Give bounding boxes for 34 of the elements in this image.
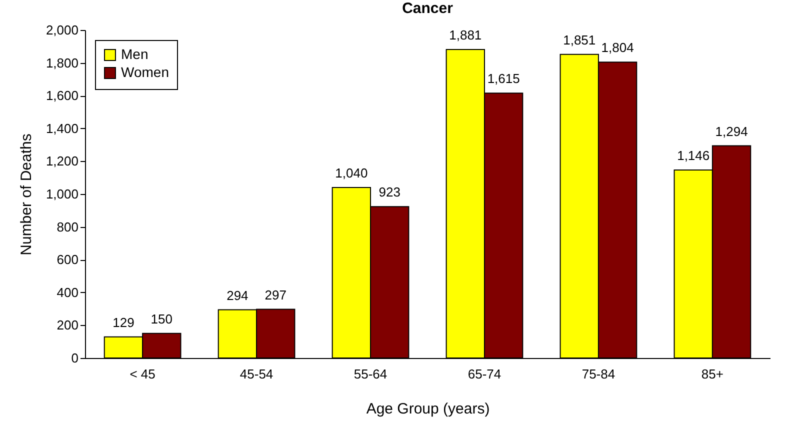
legend-label: Men <box>121 46 148 62</box>
data-label: 1,040 <box>335 165 368 180</box>
data-label: 129 <box>112 314 134 330</box>
y-tick-label: 1,400 <box>46 120 78 136</box>
x-tick-label: 65-74 <box>468 366 502 382</box>
data-label: 1,804 <box>601 40 634 56</box>
data-label: 1,294 <box>715 124 748 139</box>
x-tick-label: 75-84 <box>582 366 616 382</box>
data-label: 294 <box>226 288 248 303</box>
y-tick-label: 400 <box>56 284 78 300</box>
chart-title: Cancer <box>402 0 454 17</box>
data-label: 923 <box>378 184 400 200</box>
data-label: 1,615 <box>487 71 520 86</box>
y-tick-label: 600 <box>56 252 78 268</box>
y-tick-label: 800 <box>56 219 78 234</box>
x-tick-label: 45-54 <box>240 366 274 382</box>
data-label: 150 <box>150 311 172 326</box>
y-tick-label: 1,000 <box>46 186 78 202</box>
x-tick-label: 55-64 <box>354 366 388 382</box>
y-tick-label: 0 <box>71 350 78 366</box>
y-tick-label: 1,200 <box>46 154 78 169</box>
y-axis-title: Number of Deaths <box>18 134 35 256</box>
y-tick-label: 1,600 <box>46 88 78 104</box>
legend-label: Women <box>121 64 169 80</box>
y-tick-label: 200 <box>56 318 78 333</box>
y-tick-label: 2,000 <box>46 22 78 38</box>
data-label: 1,881 <box>449 28 482 43</box>
x-tick-label: < 45 <box>130 366 156 382</box>
x-tick-label: 85+ <box>701 366 724 382</box>
data-label: 1,146 <box>677 148 710 164</box>
y-tick-label: 1,800 <box>46 55 78 70</box>
data-label: 297 <box>264 287 286 302</box>
data-label: 1,851 <box>563 32 596 48</box>
x-axis-title: Age Group (years) <box>366 400 490 418</box>
